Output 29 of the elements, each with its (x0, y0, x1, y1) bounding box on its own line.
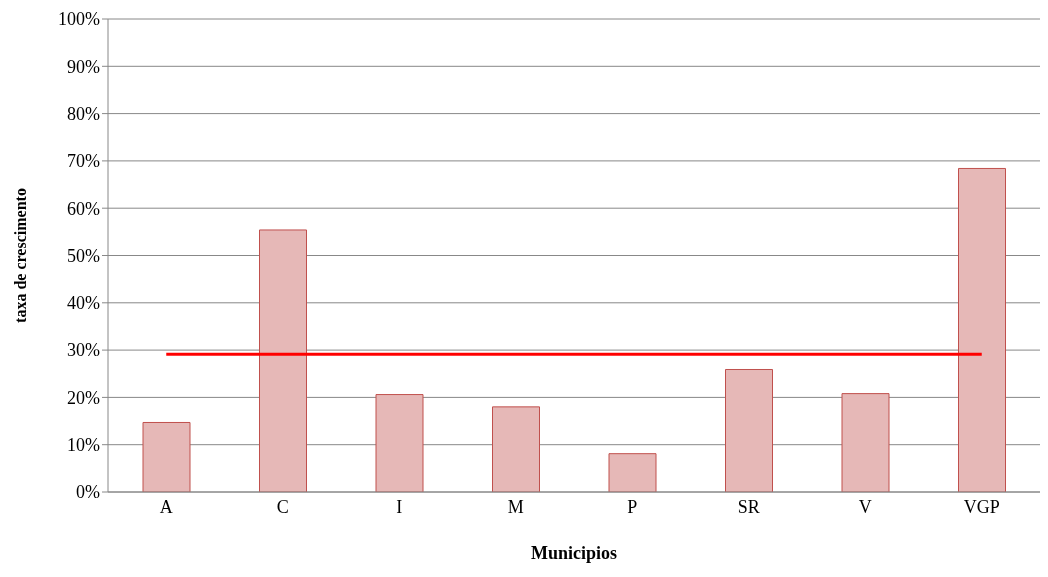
y-tick-label: 10% (67, 435, 100, 456)
x-tick-label: V (858, 496, 872, 517)
y-tick-label: 30% (67, 340, 100, 361)
x-tick-label: C (276, 496, 289, 517)
x-tick-label: SR (737, 496, 760, 517)
x-tick-label: VGP (963, 496, 1000, 517)
y-tick-label: 50% (67, 245, 100, 266)
y-tick-label: 70% (67, 151, 100, 172)
bar (142, 421, 191, 492)
x-tick-label: M (507, 496, 524, 517)
bar (492, 406, 540, 492)
x-axis-title: Municipios (530, 543, 618, 563)
bar (841, 393, 890, 492)
y-axis-title: taxa de crescimento (11, 188, 29, 323)
bar (958, 167, 1006, 492)
y-tick-label: 90% (67, 56, 100, 77)
bar (375, 394, 424, 492)
y-tick-label: 40% (67, 293, 100, 314)
bar (608, 453, 657, 492)
y-tick-label: 0% (76, 482, 100, 503)
y-tick-label: 20% (67, 387, 100, 408)
bar (259, 229, 307, 492)
x-tick-label: P (627, 496, 638, 517)
x-tick-label: I (396, 496, 403, 517)
bar (725, 368, 773, 492)
x-tick-label: A (159, 496, 173, 517)
y-tick-label: 80% (67, 103, 100, 124)
y-tick-label: 100% (58, 9, 100, 30)
y-tick-label: 60% (67, 198, 100, 219)
